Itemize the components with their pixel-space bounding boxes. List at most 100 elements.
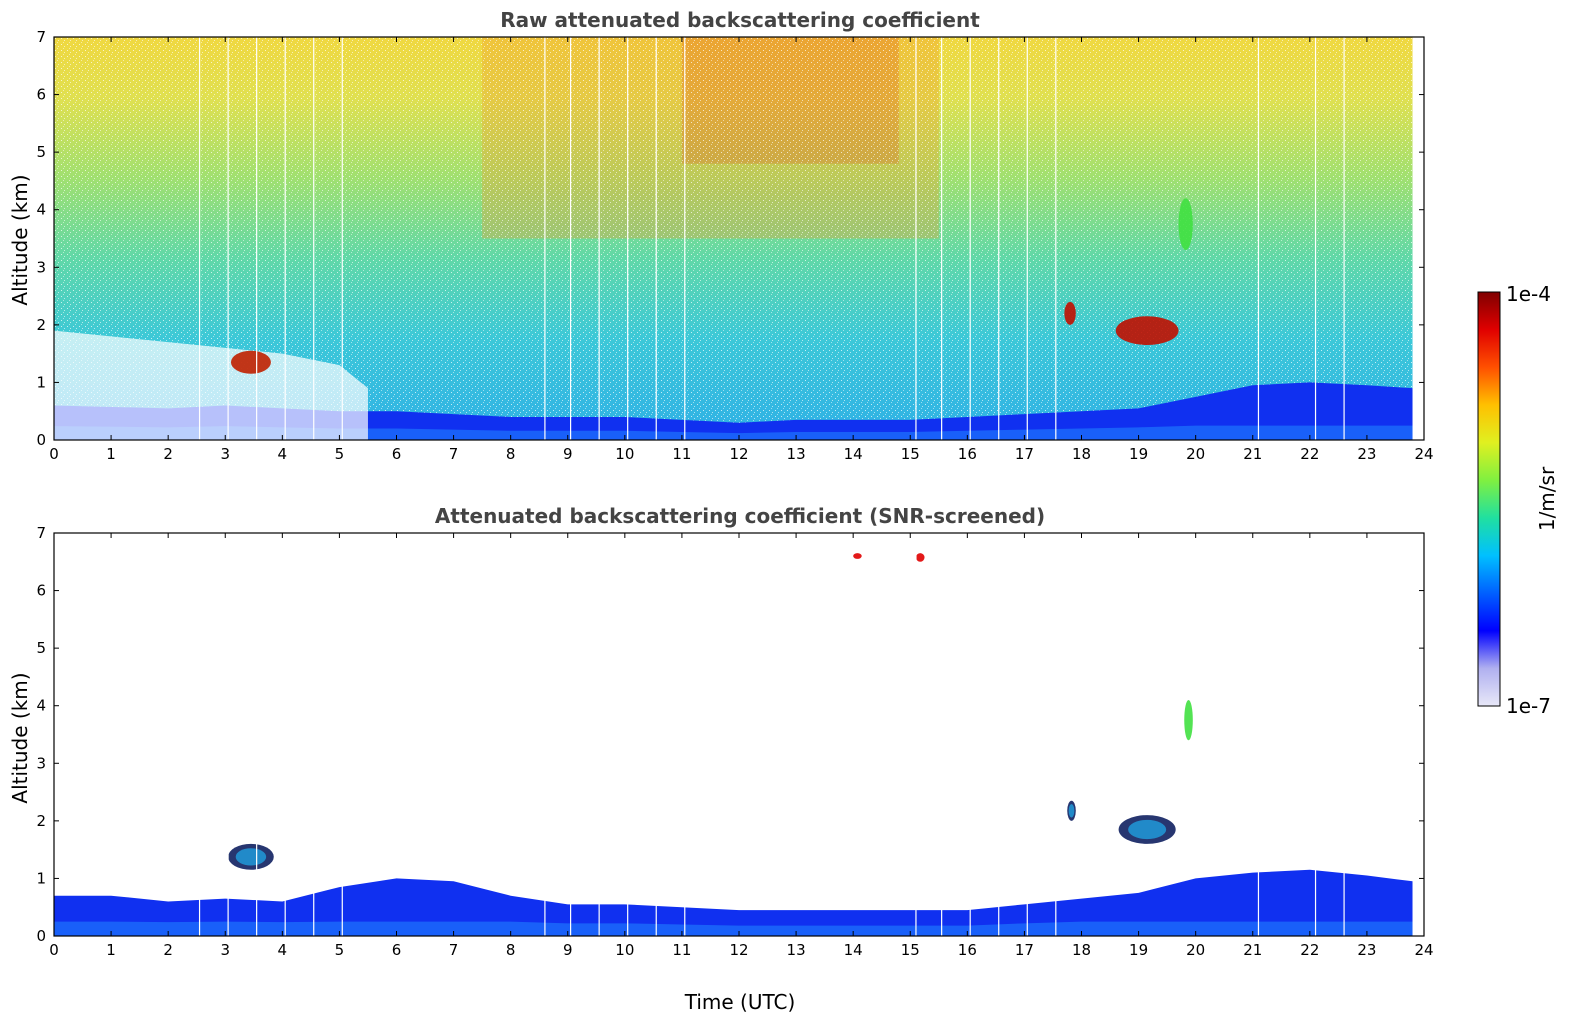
- x-tick-label: 23: [1357, 941, 1376, 959]
- cloud-core: [1068, 804, 1075, 818]
- x-tick-label: 20: [1186, 445, 1205, 463]
- x-tick-label: 13: [787, 941, 806, 959]
- x-tick-label: 19: [1129, 941, 1148, 959]
- panel1-axes: 0 1 2 3 4 5 6 7 8 9 10 11 12 13 14 15 16 17 18 19 20 21 22 23 24…: [36, 28, 1433, 463]
- x-tick-label: 20: [1186, 941, 1205, 959]
- cloud: [1115, 316, 1179, 346]
- x-tick-label: 1: [106, 445, 116, 463]
- panel2-xlabel: Time (UTC): [684, 990, 796, 1014]
- y-tick-label: 4: [36, 697, 46, 715]
- x-tick-label: 14: [844, 941, 863, 959]
- x-tick-label: 18: [1072, 445, 1091, 463]
- x-tick-label: 8: [506, 941, 516, 959]
- y-tick-label: 2: [36, 316, 46, 334]
- x-tick-label: 11: [672, 445, 691, 463]
- x-tick-label: 9: [563, 941, 573, 959]
- x-tick-label: 2: [163, 941, 173, 959]
- low-cloud-core: [235, 848, 267, 866]
- x-tick-label: 5: [335, 941, 345, 959]
- x-tick-label: 16: [958, 445, 977, 463]
- x-tick-label: 18: [1072, 941, 1091, 959]
- y-tick-label: 6: [36, 86, 46, 104]
- x-tick-label: 24: [1414, 941, 1433, 959]
- x-tick-label: 17: [1015, 941, 1034, 959]
- colorbar-bar: [1477, 291, 1501, 707]
- no-data-region: [1412, 533, 1424, 936]
- y-tick-label: 3: [36, 258, 46, 276]
- panel2-title: Attenuated backscattering coefficient (S…: [435, 504, 1045, 528]
- x-tick-label: 9: [563, 445, 573, 463]
- x-tick-label: 6: [392, 445, 402, 463]
- x-tick-label: 21: [1243, 445, 1262, 463]
- x-tick-label: 8: [506, 445, 516, 463]
- x-tick-label: 6: [392, 941, 402, 959]
- x-tick-label: 3: [220, 445, 230, 463]
- x-tick-label: 23: [1357, 445, 1376, 463]
- boundary-layer: [54, 382, 1413, 440]
- x-tick-label: 5: [335, 445, 345, 463]
- high-cloud: [915, 553, 925, 562]
- x-tick-label: 0: [49, 445, 59, 463]
- panel2-heatmap: [54, 533, 1424, 936]
- plot-frame: [53, 532, 1425, 937]
- low-cloud: [230, 350, 271, 374]
- panel1-heatmap: [54, 37, 1424, 440]
- high-cloud: [853, 553, 862, 559]
- x-tick-label: 21: [1243, 941, 1262, 959]
- y-tick-label: 0: [36, 431, 46, 449]
- colorbar-unit-label: 1/m/sr: [1535, 466, 1559, 531]
- panel1-title: Raw attenuated backscattering coefficien…: [500, 8, 980, 32]
- panel-snr-screened: Attenuated backscattering coefficient (S…: [8, 504, 1434, 1014]
- aerosol-layer: [54, 330, 368, 440]
- x-tick-label: 10: [615, 445, 634, 463]
- y-tick-label: 3: [36, 754, 46, 772]
- x-tick-label: 10: [615, 941, 634, 959]
- y-tick-label: 7: [36, 28, 46, 46]
- x-tick-label: 7: [449, 445, 459, 463]
- boundary-layer-base: [54, 921, 1413, 936]
- x-tick-label: 7: [449, 941, 459, 959]
- y-tick-label: 6: [36, 582, 46, 600]
- colorbar-max-label: 1e-4: [1506, 282, 1551, 306]
- panel1-ylabel: Altitude (km): [8, 174, 32, 305]
- x-tick-label: 4: [278, 941, 288, 959]
- no-data-region: [1412, 37, 1424, 440]
- x-tick-label: 16: [958, 941, 977, 959]
- boundary-layer-base: [54, 425, 1413, 440]
- y-tick-label: 2: [36, 812, 46, 830]
- cloud: [1184, 699, 1193, 741]
- y-tick-label: 0: [36, 927, 46, 945]
- x-tick-label: 12: [729, 445, 748, 463]
- x-tick-label: 1: [106, 941, 116, 959]
- x-tick-label: 15: [901, 941, 920, 959]
- colorbar-min-label: 1e-7: [1506, 694, 1551, 718]
- x-tick-label: 13: [787, 445, 806, 463]
- boundary-layer: [54, 869, 1413, 936]
- x-tick-label: 2: [163, 445, 173, 463]
- colorbar: 1e-4 1e-7 1/m/sr: [1477, 282, 1559, 718]
- panel-raw: Raw attenuated backscattering coefficien…: [8, 8, 1434, 463]
- cloud: [1064, 301, 1076, 325]
- x-tick-label: 22: [1300, 445, 1319, 463]
- x-tick-label: 3: [220, 941, 230, 959]
- x-tick-label: 17: [1015, 445, 1034, 463]
- x-tick-label: 4: [278, 445, 288, 463]
- x-tick-label: 24: [1414, 445, 1433, 463]
- x-tick-label: 14: [844, 445, 863, 463]
- y-tick-label: 4: [36, 201, 46, 219]
- panel2-ylabel: Altitude (km): [8, 672, 32, 803]
- x-tick-label: 12: [729, 941, 748, 959]
- y-tick-label: 1: [36, 373, 46, 391]
- x-tick-label: 19: [1129, 445, 1148, 463]
- x-tick-label: 15: [901, 445, 920, 463]
- cloud-core: [1128, 819, 1167, 840]
- y-tick-label: 7: [36, 524, 46, 542]
- y-tick-label: 5: [36, 143, 46, 161]
- cloud: [1178, 198, 1193, 251]
- x-tick-label: 0: [49, 941, 59, 959]
- x-tick-label: 11: [672, 941, 691, 959]
- y-tick-label: 1: [36, 869, 46, 887]
- x-tick-label: 22: [1300, 941, 1319, 959]
- y-tick-label: 5: [36, 639, 46, 657]
